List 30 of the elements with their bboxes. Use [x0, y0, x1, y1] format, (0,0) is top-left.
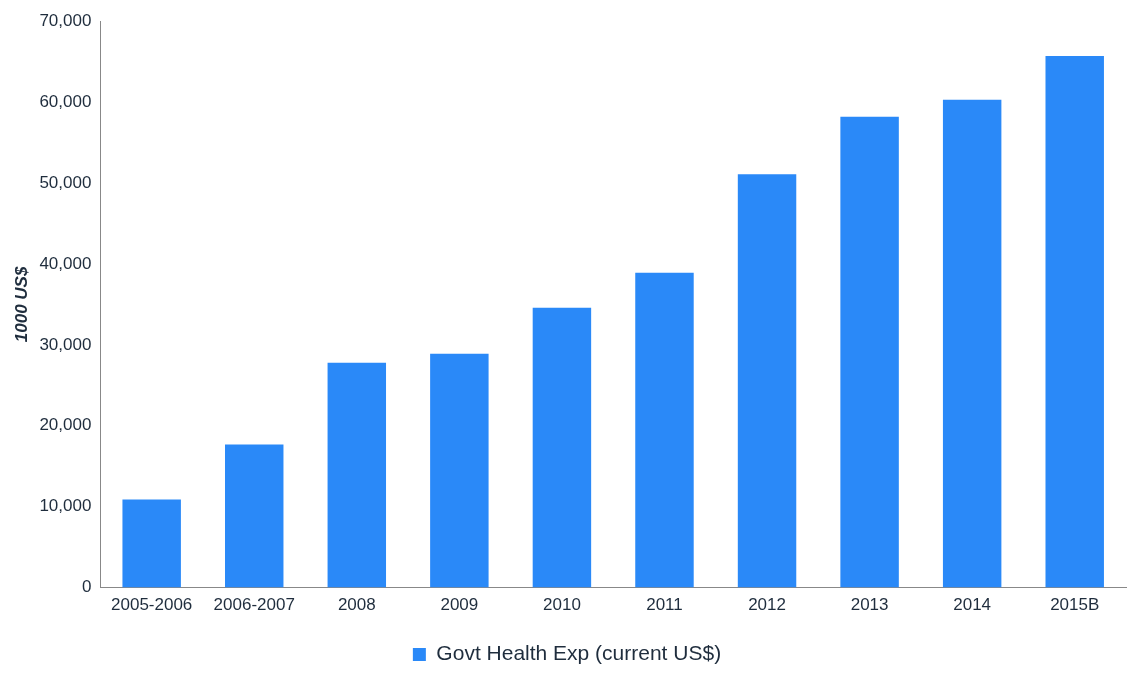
y-tick-label: 20,000	[39, 415, 92, 435]
x-tick-label: 2009	[440, 595, 479, 615]
bar	[532, 307, 592, 588]
x-tick-label: 2015B	[1050, 595, 1100, 615]
bar	[942, 99, 1002, 588]
x-tick-label: 2011	[646, 595, 683, 615]
bar	[840, 116, 899, 588]
bar	[122, 499, 181, 588]
x-tick-label: 2008	[337, 595, 376, 615]
x-tick-label: 2010	[543, 595, 581, 615]
y-tick-label: 30,000	[39, 334, 92, 354]
bar	[635, 272, 694, 588]
legend-label: Govt Health Exp (current US$)	[436, 641, 722, 665]
bar	[430, 353, 489, 588]
y-tick-label: 40,000	[39, 253, 92, 273]
y-tick-label: 60,000	[39, 91, 92, 111]
bar	[225, 444, 284, 588]
x-tick-label: 2013	[850, 595, 889, 615]
y-tick-label: 70,000	[39, 10, 92, 30]
x-tick-label: 2006-2007	[213, 595, 295, 615]
x-tick-label: 2012	[748, 595, 786, 615]
y-tick-label: 10,000	[39, 496, 92, 516]
y-axis-title: 1000 US$	[11, 266, 31, 343]
x-tick-label: 2014	[953, 595, 992, 615]
bar	[1045, 55, 1104, 588]
y-tick-label: 50,000	[39, 172, 92, 192]
y-tick-label: 0	[81, 577, 92, 597]
bar	[327, 362, 387, 588]
bar	[737, 174, 797, 588]
x-tick-label: 2005-2006	[111, 595, 193, 615]
